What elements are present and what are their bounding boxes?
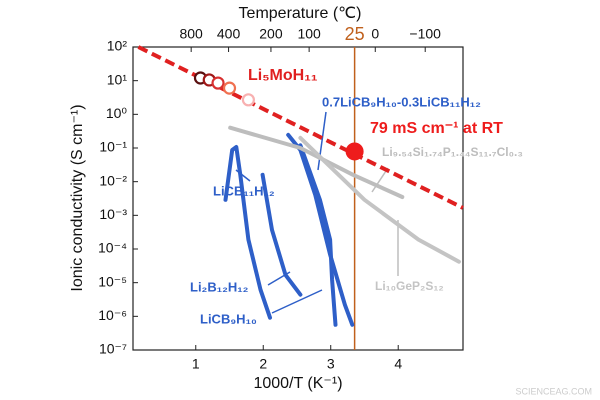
y-tick-label: 10²	[107, 38, 128, 54]
series-line	[298, 143, 338, 327]
x2-tick-label: 800	[179, 26, 203, 42]
x2-tick-label: 400	[217, 26, 241, 42]
x-tick-label: 2	[259, 356, 267, 372]
y-tick-label: 10⁻⁷	[99, 341, 127, 357]
watermark: SCIENCEAG.COM	[515, 386, 592, 396]
fit-line	[137, 45, 464, 210]
series-label: LiCB₉H₁₀	[200, 311, 257, 326]
series-line	[260, 172, 303, 297]
y-tick-label: 10⁻⁴	[98, 240, 127, 256]
plot-frame	[132, 46, 464, 351]
y-tick-label: 10⁻³	[99, 206, 127, 222]
y-axis-title: Ionic conductivity (S cm⁻¹)	[69, 104, 86, 291]
x2-tick-label: 200	[259, 26, 283, 42]
series-line	[223, 145, 272, 320]
series-label: Li₅MoH₁₁	[248, 67, 318, 84]
x2-tick-label: 100	[297, 26, 321, 42]
highlight-point	[345, 142, 364, 161]
data-point	[241, 93, 255, 107]
y-tick-label: 10⁰	[106, 105, 128, 121]
x-tick-label: 3	[327, 356, 335, 372]
data-point	[222, 81, 237, 95]
x-axis-title: 1000/T (K⁻¹)	[253, 375, 342, 392]
highlight-label: 79 mS cm⁻¹ at RT	[370, 120, 503, 137]
x-tick-label: 1	[192, 356, 200, 372]
series-label: Li₉.₅₄Si₁.₇₄P₁.₄₄S₁₁.₇Cl₀.₃	[382, 145, 523, 159]
data-point	[211, 76, 225, 90]
series-label: Li₁₀GeP₂S₁₂	[375, 279, 444, 293]
series-line	[298, 135, 461, 264]
y-tick-label: 10⁻⁶	[98, 307, 127, 323]
top-axis-title: Temperature (℃)	[239, 5, 362, 22]
y-tick-label: 10⁻²	[99, 172, 127, 188]
leader-line	[317, 111, 327, 171]
y-tick-label: 10¹	[107, 71, 128, 87]
series-line	[286, 132, 355, 327]
leader-line	[271, 289, 323, 314]
y-tick-label: 10⁻¹	[99, 139, 127, 155]
leader-lines	[235, 111, 399, 314]
series-label: 0.7LiCB₉H₁₀-0.3LiCB₁₁H₁₂	[322, 94, 481, 109]
x2-tick-label: 0	[371, 26, 379, 42]
y-tick-label: 10⁻⁵	[98, 273, 127, 289]
leader-line	[371, 167, 389, 193]
x2-tick-label: −100	[409, 26, 441, 42]
x-tick-label: 4	[394, 356, 402, 372]
series-label: Li₂B₁₂H₁₂	[190, 279, 249, 294]
rt-label: 25	[345, 24, 365, 44]
series-label: LiCB₁₁H₁₂	[213, 183, 275, 198]
